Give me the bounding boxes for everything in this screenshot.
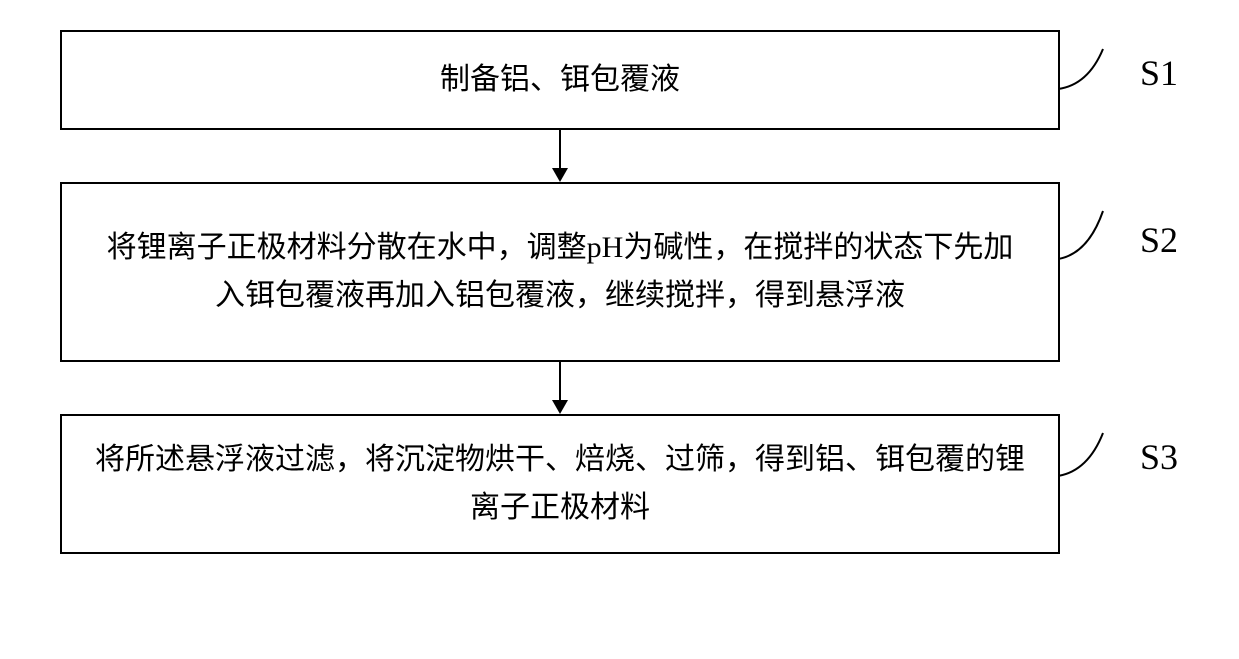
step-label-s3: S3 <box>1140 436 1178 478</box>
connector-s3 <box>1058 421 1116 491</box>
arrow-s1-s2 <box>60 130 1060 182</box>
step-label-s2: S2 <box>1140 219 1178 261</box>
arrow-s2-s3 <box>60 362 1060 414</box>
step-text-s3: 将所述悬浮液过滤，将沉淀物烘干、焙烧、过筛，得到铝、铒包覆的锂离子正极材料 <box>92 436 1028 532</box>
step-text-s1: 制备铝、铒包覆液 <box>440 56 680 104</box>
step-box-s1: 制备铝、铒包覆液 S1 <box>60 30 1060 130</box>
connector-s1 <box>1058 37 1116 107</box>
arrow-head-icon <box>552 168 568 182</box>
step-box-s2: 将锂离子正极材料分散在水中，调整pH为碱性，在搅拌的状态下先加入铒包覆液再加入铝… <box>60 182 1060 362</box>
step-box-s3: 将所述悬浮液过滤，将沉淀物烘干、焙烧、过筛，得到铝、铒包覆的锂离子正极材料 S3 <box>60 414 1060 554</box>
arrow-line <box>559 362 561 400</box>
flowchart-container: 制备铝、铒包覆液 S1 将锂离子正极材料分散在水中，调整pH为碱性，在搅拌的状态… <box>60 30 1100 554</box>
step-text-s2: 将锂离子正极材料分散在水中，调整pH为碱性，在搅拌的状态下先加入铒包覆液再加入铝… <box>92 224 1028 320</box>
step-label-s1: S1 <box>1140 52 1178 94</box>
arrow-head-icon <box>552 400 568 414</box>
arrow-line <box>559 130 561 168</box>
connector-s2 <box>1058 199 1116 274</box>
